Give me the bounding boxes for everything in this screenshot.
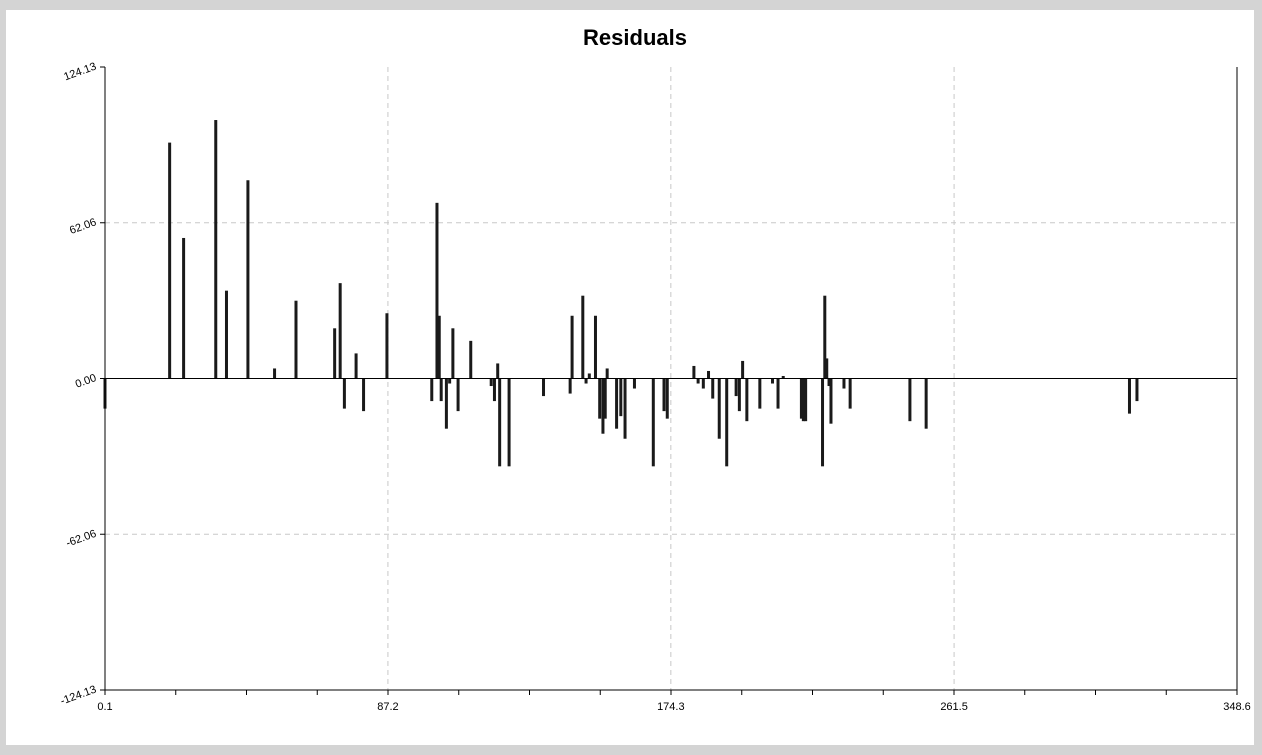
residual-bar [362, 378, 366, 412]
residual-bar [758, 378, 762, 409]
residual-bar [842, 378, 846, 389]
x-tick-label: 348.6 [1223, 701, 1251, 713]
residual-bar [581, 295, 585, 379]
residual-bar [584, 378, 588, 384]
residual-bar [603, 378, 607, 419]
residual-bar [435, 202, 439, 379]
residual-bar [701, 378, 705, 389]
residual-bar [771, 378, 775, 384]
residual-bar [1135, 378, 1139, 402]
residual-bar [623, 378, 627, 439]
residual-bar [707, 370, 711, 379]
residual-bar [214, 120, 218, 379]
residual-bar [776, 378, 780, 409]
x-tick-label: 87.2 [377, 701, 398, 713]
residual-bar [469, 340, 473, 379]
residual-bar [507, 378, 511, 467]
residual-bar [651, 378, 655, 467]
residual-bar [662, 378, 666, 412]
residual-bar [598, 378, 602, 419]
axes [100, 66, 1238, 695]
residual-bar [725, 378, 729, 467]
residual-bar [354, 353, 358, 379]
residual-bar [717, 378, 721, 439]
residual-bar [741, 360, 745, 379]
residual-bar [781, 375, 785, 379]
residual-bar [821, 378, 825, 467]
residual-bar [342, 378, 346, 409]
x-tick-label: 261.5 [940, 701, 968, 713]
residual-bar [827, 378, 831, 387]
x-tick-label: 0.1 [97, 701, 112, 713]
residual-bar [665, 378, 669, 419]
residual-bar [182, 237, 186, 379]
residual-bar [451, 328, 455, 379]
residual-bar [568, 378, 572, 394]
residual-bar [224, 290, 228, 379]
residual-bar [593, 315, 597, 379]
residual-bar [273, 368, 277, 379]
residual-bar [448, 378, 452, 384]
residual-bar [745, 378, 749, 422]
grid-lines [105, 67, 1237, 690]
residual-bar [587, 373, 591, 379]
residual-bar [848, 378, 852, 409]
residual-bar [498, 378, 502, 467]
residual-bar [908, 378, 912, 422]
residual-bar [333, 328, 337, 379]
residual-bar [437, 315, 441, 379]
residual-bar [444, 378, 448, 429]
residual-bar [430, 378, 434, 402]
residual-bars [103, 120, 1139, 467]
residual-bar [632, 378, 636, 389]
residual-bar [823, 295, 827, 379]
residual-bar [168, 142, 172, 379]
residual-bar [692, 365, 696, 379]
residual-bar [570, 315, 574, 379]
x-tick-label: 174.3 [657, 701, 685, 713]
residual-bar [696, 378, 700, 384]
residual-bar [804, 378, 808, 422]
plot-area [6, 10, 1254, 745]
residual-bar [496, 363, 500, 379]
residual-bar [829, 378, 833, 424]
residual-bar [619, 378, 623, 417]
residual-bar [601, 378, 605, 434]
residual-bar [605, 368, 609, 379]
residual-bar [294, 300, 298, 379]
residual-bar [734, 378, 738, 397]
residual-bar [385, 313, 389, 379]
residual-bar [737, 378, 741, 412]
residual-bar [825, 358, 829, 379]
residual-bar [711, 378, 715, 399]
residual-bar [542, 378, 546, 397]
chart-title: Residuals [583, 25, 687, 50]
residual-bar [338, 283, 342, 379]
residual-bar [1127, 378, 1131, 414]
residual-bar [246, 180, 250, 379]
residual-bar [924, 378, 928, 429]
residual-bar [439, 378, 443, 402]
residual-bar [456, 378, 460, 412]
residual-bar [489, 378, 493, 387]
residual-bar [492, 378, 496, 402]
residual-bar [801, 378, 805, 422]
residual-bar [615, 378, 619, 429]
residual-bar [799, 378, 803, 419]
